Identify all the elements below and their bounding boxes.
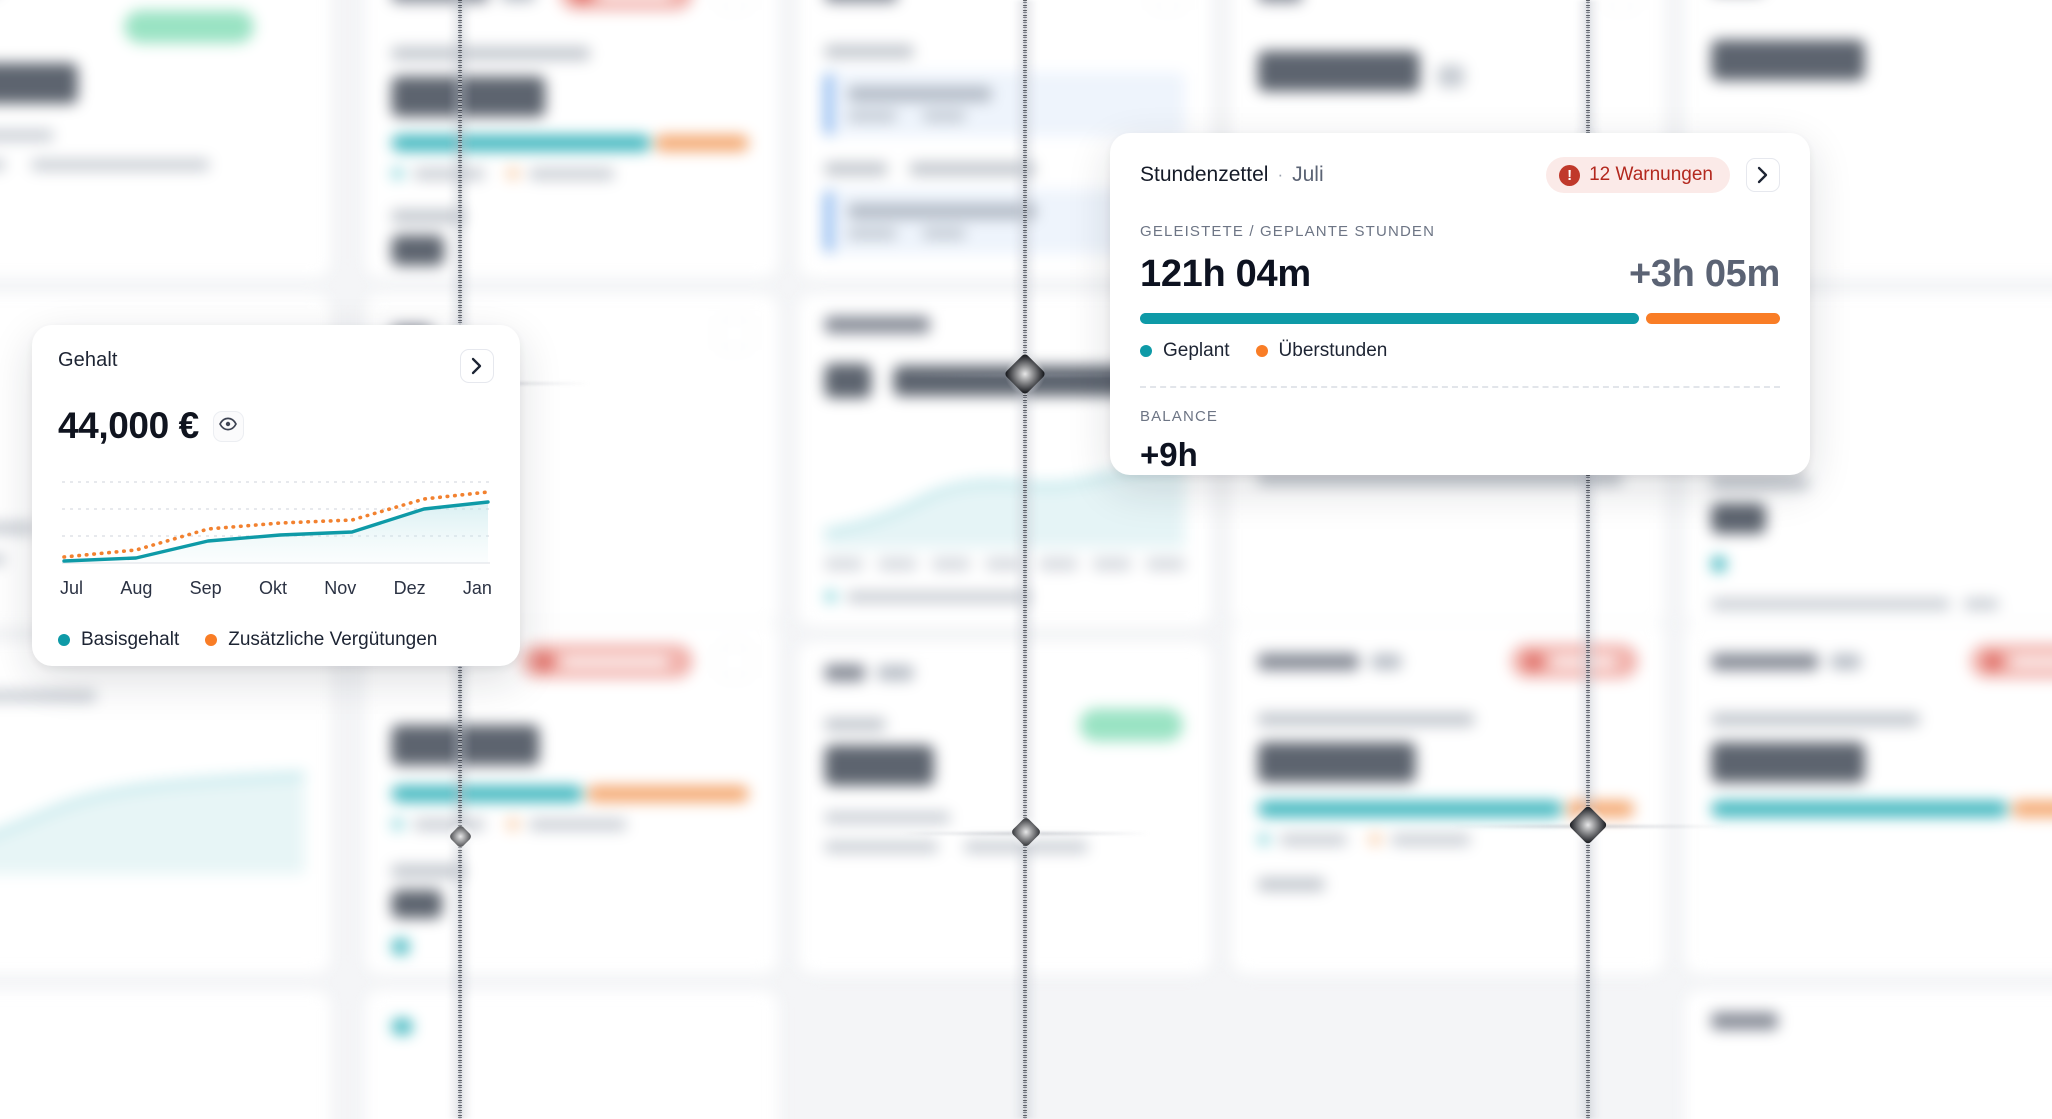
legend-item-basisgehalt: Basisgehalt xyxy=(58,629,179,651)
timesheet-section-divider xyxy=(1140,386,1780,388)
progress-segment-overtime xyxy=(1645,313,1780,324)
legend-item-zusaetzliche-verguetungen: Zusätzliche Vergütungen xyxy=(205,629,437,651)
overtime-delta-value: +3h 05m xyxy=(1628,253,1780,295)
balance-value: +9h xyxy=(1140,436,1198,473)
bg-card-row4-right[interactable] xyxy=(1683,989,2052,1119)
bg-card-vacation-top-left[interactable] xyxy=(0,0,332,279)
hours-progress-bar xyxy=(1140,313,1780,324)
eye-icon xyxy=(219,417,238,436)
x-tick-label: Jul xyxy=(60,578,84,598)
title-separator: · xyxy=(1277,165,1284,184)
x-tick-label: Jan xyxy=(462,578,492,598)
salary-amount: 44,000 € xyxy=(58,405,199,446)
chevron-right-icon xyxy=(471,357,483,375)
salary-chart-svg xyxy=(62,481,490,564)
chevron-right-icon xyxy=(1757,166,1769,184)
timesheet-values-row: 121h 04m +3h 05m xyxy=(1140,253,1780,296)
legend-label: Zusätzliche Vergütungen xyxy=(228,629,438,650)
timesheet-card-title: Stundenzettel xyxy=(1140,163,1269,186)
timesheet-card-header: Stundenzettel · Juli ! 12 Warnungen xyxy=(1140,157,1780,193)
bg-card-timesheet-top-mid[interactable] xyxy=(364,0,780,279)
legend-dot-teal xyxy=(58,634,70,646)
alert-circle-icon: ! xyxy=(1559,164,1581,186)
bg-card-bottom-far-right[interactable] xyxy=(1683,620,2052,975)
legend-dot-orange xyxy=(1255,345,1268,357)
legend-label: Überstunden xyxy=(1278,340,1388,361)
salary-chart-legend: Basisgehalt Zusätzliche Vergütungen xyxy=(58,629,494,651)
balance-label: BALANCE xyxy=(1140,408,1219,425)
salary-card-title: Gehalt xyxy=(58,349,118,371)
x-tick-label: Sep xyxy=(189,578,222,598)
series-basisgehalt-line xyxy=(62,500,490,563)
bg-card-vacation-bottom-mid[interactable] xyxy=(797,640,1213,975)
legend-dot-orange xyxy=(205,634,218,646)
salary-value-row: 44,000 € xyxy=(58,405,494,447)
salary-visibility-toggle[interactable] xyxy=(212,410,244,442)
warnings-badge-label: 12 Warnungen xyxy=(1589,164,1713,185)
bg-card-timesheet-bottom-left[interactable] xyxy=(364,620,780,975)
x-tick-label: Okt xyxy=(258,578,287,598)
x-tick-label: Dez xyxy=(393,578,426,598)
legend-dot-teal xyxy=(1140,345,1152,357)
timesheet-header-actions: ! 12 Warnungen xyxy=(1546,157,1780,193)
salary-chart-x-axis: Jul Aug Sep Okt Nov Dez Jan xyxy=(58,578,494,599)
legend-item-ueberstunden: Überstunden xyxy=(1255,340,1388,362)
warnings-badge[interactable]: ! 12 Warnungen xyxy=(1546,157,1730,193)
legend-label: Basisgehalt xyxy=(81,629,180,650)
timesheet-card[interactable]: Stundenzettel · Juli ! 12 Warnungen GELE… xyxy=(1110,133,1810,475)
series-zusaetzliche-verguetungen-line xyxy=(62,490,490,559)
timesheet-card-open-button[interactable] xyxy=(1746,158,1780,192)
bg-card-perf-bottom-left[interactable] xyxy=(0,640,332,975)
x-tick-label: Aug xyxy=(120,578,153,598)
legend-item-geplant: Geplant xyxy=(1140,340,1230,362)
bg-card-row4-mid[interactable] xyxy=(364,989,780,1119)
bg-card-timesheet-bottom-right[interactable] xyxy=(1230,620,1666,975)
legend-label: Geplant xyxy=(1163,340,1230,361)
bg-card-row4-left[interactable] xyxy=(0,989,332,1119)
timesheet-legend: Geplant Überstunden xyxy=(1140,340,1780,362)
worked-planned-hours-label: GELEISTETE / GEPLANTE STUNDEN xyxy=(1140,223,1436,240)
salary-chart xyxy=(58,469,494,569)
timesheet-month: Juli xyxy=(1292,163,1324,186)
progress-segment-planned xyxy=(1140,313,1639,324)
x-tick-label: Nov xyxy=(324,578,357,598)
salary-card[interactable]: Gehalt 44,000 € xyxy=(32,325,520,666)
series-basisgehalt-area xyxy=(64,502,488,563)
worked-hours-value: 121h 04m xyxy=(1140,253,1311,295)
salary-card-header: Gehalt xyxy=(58,349,494,383)
salary-card-open-button[interactable] xyxy=(460,349,494,383)
